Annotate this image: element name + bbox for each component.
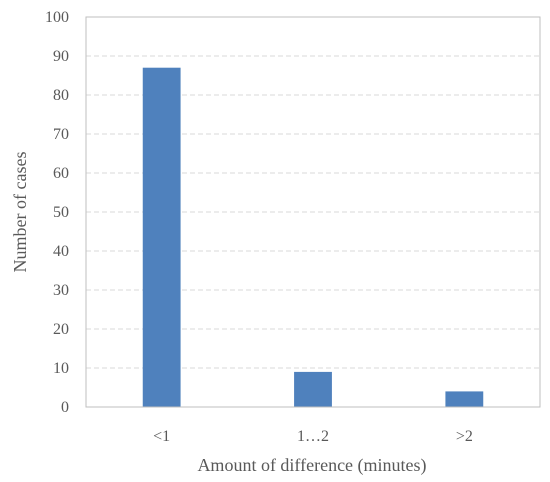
bar [294, 371, 332, 407]
y-tick-label: 80 [53, 87, 69, 104]
y-tick-label: 30 [53, 282, 69, 299]
y-tick-label: 20 [53, 321, 69, 338]
y-tick-label: 50 [53, 204, 69, 221]
bar [445, 391, 484, 407]
y-axis-ticks: 0 10 20 30 40 50 60 70 80 90 100 [45, 9, 69, 416]
y-tick-label: 0 [61, 399, 69, 416]
x-tick-label: 1…2 [297, 428, 329, 445]
y-tick-label: 10 [53, 360, 69, 377]
plot-frame [85, 16, 541, 408]
bars [142, 67, 484, 407]
y-tick-label: 60 [53, 165, 69, 182]
y-tick-label: 100 [45, 9, 69, 26]
x-axis-ticks: <1 1…2 >2 [153, 428, 473, 445]
bar [142, 67, 181, 407]
y-tick-label: 40 [53, 243, 69, 260]
y-tick-label: 90 [53, 48, 69, 65]
x-axis-label: Amount of difference (minutes) [197, 455, 426, 476]
x-tick-label: >2 [456, 428, 473, 445]
y-axis-label: Number of cases [10, 152, 30, 273]
x-tick-label: <1 [153, 428, 170, 445]
y-tick-label: 70 [53, 126, 69, 143]
